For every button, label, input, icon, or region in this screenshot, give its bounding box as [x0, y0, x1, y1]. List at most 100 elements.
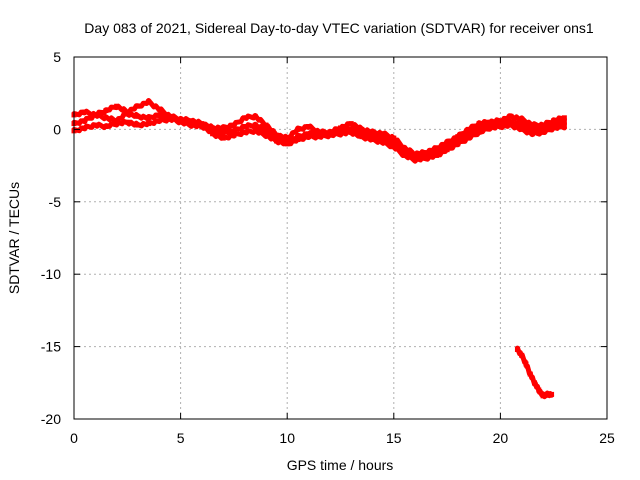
data-point: [412, 151, 418, 157]
data-point: [423, 150, 429, 156]
data-point: [508, 113, 514, 119]
data-point: [124, 119, 130, 125]
data-point: [252, 113, 258, 119]
data-point: [295, 137, 301, 143]
x-tick-label: 0: [70, 430, 78, 446]
data-point: [380, 131, 386, 137]
data-point: [497, 118, 503, 124]
data-point: [146, 115, 152, 121]
data-point: [124, 110, 130, 116]
data-point: [540, 393, 546, 399]
data-point: [359, 134, 365, 140]
data-point: [327, 132, 333, 138]
data-point: [135, 103, 141, 109]
data-point: [519, 122, 525, 128]
chart-title: Day 083 of 2021, Sidereal Day-to-day VTE…: [84, 20, 594, 36]
data-point: [220, 129, 226, 135]
data-point: [514, 346, 520, 352]
y-tick-label: 5: [53, 49, 61, 65]
data-point: [519, 126, 525, 132]
data-point: [497, 121, 503, 127]
data-point: [369, 137, 375, 143]
data-point: [508, 122, 514, 128]
data-point: [103, 108, 109, 114]
data-point: [316, 134, 322, 140]
data-point: [295, 126, 301, 132]
x-tick-label: 5: [177, 430, 185, 446]
data-point: [544, 391, 550, 397]
data-point: [551, 125, 557, 131]
data-point: [561, 124, 567, 130]
data-point: [401, 145, 407, 151]
data-point: [167, 116, 173, 122]
data-point: [114, 103, 120, 109]
data-point: [348, 126, 354, 132]
data-point: [156, 118, 162, 124]
x-tick-label: 25: [599, 430, 615, 446]
data-point: [391, 139, 397, 145]
data-point: [338, 128, 343, 134]
data-point: [523, 361, 529, 367]
data-point: [465, 135, 471, 141]
data-point: [412, 157, 418, 163]
data-point: [188, 119, 194, 125]
data-point: [156, 106, 162, 112]
data-point: [242, 129, 248, 135]
data-point: [540, 125, 546, 131]
data-point: [433, 145, 439, 151]
data-point: [561, 115, 567, 121]
data-point: [380, 139, 386, 145]
data-point: [220, 125, 226, 131]
data-point: [476, 129, 482, 135]
data-point: [146, 99, 152, 105]
x-axis-label: GPS time / hours: [287, 457, 394, 473]
data-point: [306, 134, 312, 140]
data-point: [284, 135, 290, 141]
series-track-d: [514, 345, 555, 400]
data-point: [284, 141, 290, 147]
x-tick-label: 10: [279, 430, 295, 446]
data-point: [348, 129, 354, 135]
data-point: [92, 112, 98, 118]
data-point: [103, 124, 109, 130]
plot-frame: [73, 56, 608, 420]
data-point: [532, 380, 538, 386]
data-point: [487, 125, 493, 131]
data-point: [114, 118, 120, 124]
y-tick-label: 0: [53, 121, 61, 137]
data-point: [231, 128, 237, 134]
data-point: [561, 119, 567, 125]
data-point: [423, 155, 429, 161]
data-point: [536, 387, 542, 393]
data-point: [231, 132, 237, 138]
data-point: [135, 113, 141, 119]
data-point: [380, 135, 386, 141]
data-point: [82, 118, 88, 124]
data-point: [242, 124, 248, 130]
data-point: [529, 131, 535, 137]
data-point: [306, 124, 312, 130]
data-point: [359, 126, 365, 132]
data-point: [444, 147, 450, 153]
data-point: [92, 122, 98, 128]
data-point: [391, 144, 397, 150]
x-tick-label: 15: [386, 430, 402, 446]
data-point: [114, 121, 120, 127]
data-point: [433, 152, 439, 158]
data-point: [540, 129, 546, 135]
data-point: [444, 139, 450, 145]
data-point: [519, 352, 525, 358]
data-point: [220, 135, 226, 141]
y-tick-label: -20: [41, 411, 61, 427]
axis-ticks: 0 5 10 15 20 25 5 0 -5 -10 -15 -20: [41, 49, 615, 446]
data-point: [274, 138, 280, 144]
data-point: [199, 122, 205, 128]
data-point: [231, 122, 237, 128]
data-point: [455, 141, 461, 147]
x-tick-label: 20: [493, 430, 509, 446]
data-point: [263, 128, 269, 134]
data-point: [391, 135, 397, 141]
data-point: [82, 125, 88, 131]
data-point: [497, 124, 503, 130]
